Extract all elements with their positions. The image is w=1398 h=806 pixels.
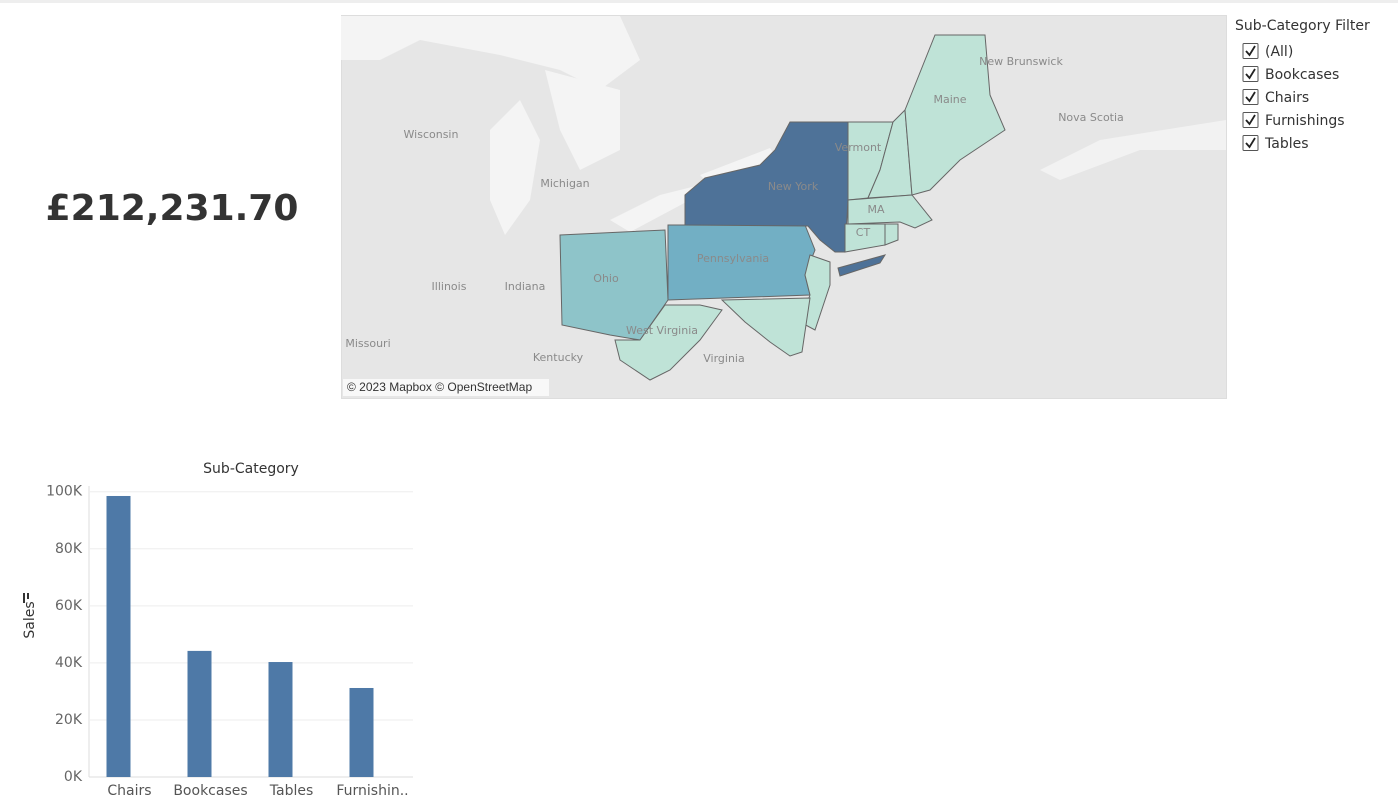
lake <box>490 100 540 235</box>
lake <box>610 185 700 232</box>
x-axis-title: Sub-Category <box>203 461 299 477</box>
map-label: Vermont <box>835 141 882 154</box>
map-label: Indiana <box>505 280 546 293</box>
filter-label[interactable]: Furnishings <box>1265 113 1345 129</box>
state-maryland[interactable] <box>720 297 811 357</box>
map-label: New Brunswick <box>979 55 1063 68</box>
map-label: CT <box>856 226 871 239</box>
map-label: Missouri <box>345 337 390 350</box>
y-tick-label: 80K <box>55 541 83 557</box>
x-tick-label: Bookcases <box>173 783 247 799</box>
y-tick-label: 100K <box>46 484 83 500</box>
x-tick-label: Tables <box>269 783 314 799</box>
y-tick-label: 20K <box>55 712 83 728</box>
y-axis-title: Sales <box>22 601 38 638</box>
lake <box>545 70 620 170</box>
bar[interactable] <box>349 687 374 777</box>
checkmark <box>1245 45 1256 57</box>
map-label: Michigan <box>540 177 589 190</box>
state-new-york[interactable] <box>837 254 887 277</box>
y-tick-label: 60K <box>55 598 83 614</box>
state-rhode-island[interactable] <box>884 223 899 246</box>
y-tick-label: 0K <box>64 769 83 785</box>
lake <box>341 16 640 90</box>
filter-label[interactable]: Chairs <box>1265 90 1309 106</box>
sort-icon[interactable] <box>23 593 29 603</box>
filter-list: (All) Bookcases Chairs Furnishings Tables <box>1242 43 1345 153</box>
filter-label[interactable]: Tables <box>1264 136 1309 152</box>
state-maine[interactable] <box>904 34 1006 196</box>
checkbox[interactable] <box>1242 135 1259 151</box>
map-label: Nova Scotia <box>1058 111 1124 124</box>
filter-option[interactable]: Tables <box>1242 135 1309 153</box>
y-tick-label: 40K <box>55 655 83 671</box>
checkmark <box>1245 68 1256 80</box>
bar[interactable] <box>106 495 131 777</box>
map-label: Kentucky <box>533 351 584 364</box>
map-label: Pennsylvania <box>697 252 769 265</box>
map-attribution[interactable]: © 2023 Mapbox © OpenStreetMap <box>347 380 532 394</box>
checkmark <box>1245 114 1256 126</box>
filter-option[interactable]: (All) <box>1242 43 1293 61</box>
checkbox[interactable] <box>1242 89 1259 105</box>
attribution-bg <box>343 379 549 396</box>
bar[interactable] <box>187 650 212 777</box>
map[interactable]: © 2023 Mapbox © OpenStreetMap <box>341 15 1227 399</box>
checkbox[interactable] <box>1242 112 1259 128</box>
map-label: New York <box>768 180 819 193</box>
filter-option[interactable]: Bookcases <box>1242 66 1339 84</box>
map-label: Ohio <box>593 272 619 285</box>
x-tick-label: Chairs <box>107 783 151 799</box>
checkmark <box>1245 91 1256 103</box>
checkbox[interactable] <box>1242 66 1259 82</box>
filter-option[interactable]: Furnishings <box>1242 112 1345 130</box>
x-tick-label: Furnishin.. <box>336 783 408 799</box>
map-label: Wisconsin <box>404 128 459 141</box>
state-west-virginia[interactable] <box>614 304 723 381</box>
map-label: MA <box>867 203 884 216</box>
checkbox[interactable] <box>1242 43 1259 59</box>
top-bar <box>0 0 1398 3</box>
land <box>1040 120 1226 180</box>
checkmark <box>1245 137 1256 149</box>
filter-label[interactable]: (All) <box>1265 44 1293 60</box>
map-label: Illinois <box>432 280 467 293</box>
kpi-value: £212,231.70 <box>46 188 299 229</box>
filter-option[interactable]: Chairs <box>1242 89 1309 107</box>
filter-title: Sub-Category Filter <box>1235 18 1370 34</box>
map-label: Maine <box>933 93 966 106</box>
map-label: West Virginia <box>626 324 698 337</box>
bar[interactable] <box>268 662 293 777</box>
filter-label[interactable]: Bookcases <box>1265 67 1339 83</box>
map-label: Virginia <box>703 352 744 365</box>
